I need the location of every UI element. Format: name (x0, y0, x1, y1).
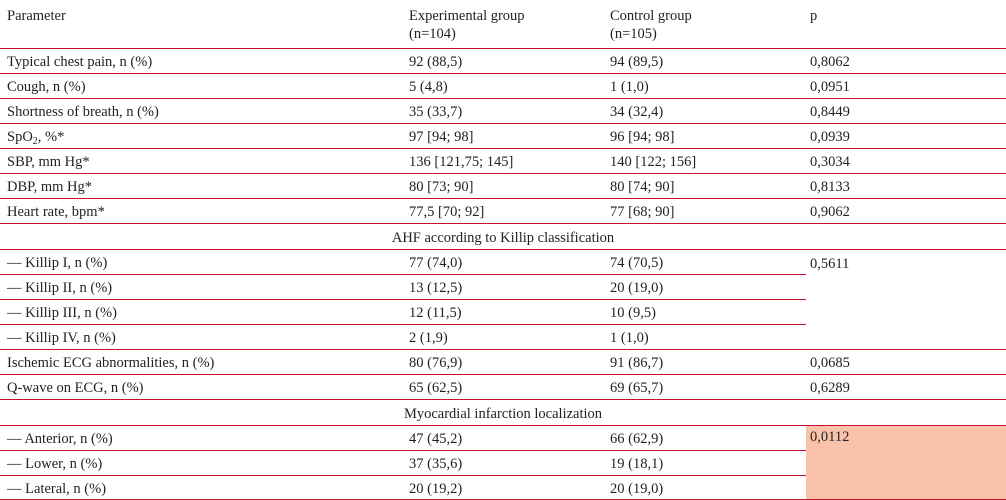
table-row: DBP, mm Hg* 80 [73; 90] 80 [74; 90] 0,81… (0, 173, 1006, 199)
row-experimental: 80 (76,9) (409, 355, 463, 371)
merged-cell-mask (806, 475, 1006, 476)
row-parameter: — Anterior, n (%) (7, 431, 113, 447)
table-row: Shortness of breath, n (%) 35 (33,7) 34 … (0, 98, 1006, 124)
row-parameter: Shortness of breath, n (%) (7, 104, 159, 120)
row-parameter: Q-wave on ECG, n (%) (7, 380, 144, 396)
table-row: — Killip II, n (%) 13 (12,5) 20 (19,0) (0, 274, 1006, 300)
table-header-row: Parameter Experimental group (n=104) Con… (0, 0, 1006, 48)
row-control: 19 (18,1) (610, 456, 664, 472)
header-parameter: Parameter (7, 8, 66, 24)
row-experimental: 2 (1,9) (409, 330, 448, 346)
table-row: — Killip III, n (%) 12 (11,5) 10 (9,5) (0, 299, 1006, 325)
table-row: Q-wave on ECG, n (%) 65 (62,5) 69 (65,7)… (0, 374, 1006, 400)
row-experimental: 47 (45,2) (409, 431, 463, 447)
section-title-killip: AHF according to Killip classification (391, 230, 615, 246)
row-control: 1 (1,0) (610, 79, 649, 95)
table-row: SpO2, %* 97 [94; 98] 96 [94; 98] 0,0939 (0, 123, 1006, 149)
section-title-mi: Myocardial infarction localization (403, 406, 603, 422)
merged-cell-mask (806, 450, 1006, 451)
header-experimental-n: (n=104) (409, 26, 456, 42)
row-p: 0,6289 (810, 380, 850, 396)
row-parameter: — Killip III, n (%) (7, 305, 117, 321)
row-p: 0,8449 (810, 104, 850, 120)
spo2-unit: , %* (37, 129, 65, 145)
table-row: SBP, mm Hg* 136 [121,75; 145] 140 [122; … (0, 148, 1006, 174)
spo2-subscript: 2 (32, 136, 38, 147)
row-p: 0,0685 (810, 355, 850, 371)
row-experimental: 77 (74,0) (409, 255, 463, 271)
row-parameter: SpO2, %* (7, 128, 65, 147)
row-experimental: 65 (62,5) (409, 380, 463, 396)
table-row: — Lower, n (%) 37 (35,6) 19 (18,1) (0, 450, 1006, 476)
row-p: 0,3034 (810, 154, 850, 170)
row-control: 80 [74; 90] (610, 179, 675, 195)
row-experimental: 20 (19,2) (409, 481, 463, 497)
row-experimental: 13 (12,5) (409, 280, 463, 296)
table-row: — Anterior, n (%) 47 (45,2) 66 (62,9) (0, 425, 1006, 451)
row-experimental: 92 (88,5) (409, 54, 463, 70)
row-experimental: 80 [73; 90] (409, 179, 474, 195)
row-control: 94 (89,5) (610, 54, 664, 70)
row-parameter: — Lateral, n (%) (7, 481, 107, 497)
row-parameter: — Killip IV, n (%) (7, 330, 116, 346)
row-p: 0,9062 (810, 204, 850, 220)
row-control: 140 [122; 156] (610, 154, 697, 170)
row-experimental: 12 (11,5) (409, 305, 462, 321)
merged-cell-mask (806, 274, 1006, 275)
header-p: p (810, 8, 818, 24)
row-control: 10 (9,5) (610, 305, 656, 321)
row-control: 20 (19,0) (610, 481, 664, 497)
row-parameter: — Lower, n (%) (7, 456, 103, 472)
spo2-label: SpO (7, 129, 33, 145)
table-row: Cough, n (%) 5 (4,8) 1 (1,0) 0,0951 (0, 73, 1006, 99)
header-control-n: (n=105) (610, 26, 657, 42)
row-control: 20 (19,0) (610, 280, 664, 296)
table-row: Ischemic ECG abnormalities, n (%) 80 (76… (0, 349, 1006, 375)
table-row: — Killip I, n (%) 77 (74,0) 74 (70,5) (0, 249, 1006, 275)
row-control: 91 (86,7) (610, 355, 664, 371)
row-experimental: 37 (35,6) (409, 456, 463, 472)
row-experimental: 97 [94; 98] (409, 129, 474, 145)
row-experimental: 136 [121,75; 145] (409, 154, 514, 170)
row-parameter: DBP, mm Hg* (7, 179, 93, 195)
header-experimental: Experimental group (409, 8, 525, 24)
table-row: — Killip IV, n (%) 2 (1,9) 1 (1,0) (0, 324, 1006, 350)
merged-cell-mask (806, 299, 1006, 300)
mi-p-value: 0,0112 (810, 429, 850, 445)
row-parameter: Cough, n (%) (7, 79, 86, 95)
row-p: 0,8062 (810, 54, 850, 70)
row-experimental: 5 (4,8) (409, 79, 448, 95)
row-experimental: 77,5 [70; 92] (409, 204, 485, 220)
row-parameter: Ischemic ECG abnormalities, n (%) (7, 355, 215, 371)
table-row: Typical chest pain, n (%) 92 (88,5) 94 (… (0, 48, 1006, 74)
section-header-row: Myocardial infarction localization (0, 399, 1006, 426)
row-parameter: SBP, mm Hg* (7, 154, 90, 170)
row-control: 34 (32,4) (610, 104, 664, 120)
table-row: Heart rate, bpm* 77,5 [70; 92] 77 [68; 9… (0, 198, 1006, 224)
highlighted-p-cell (806, 425, 1006, 500)
row-p: 0,0951 (810, 79, 850, 95)
row-parameter: Heart rate, bpm* (7, 204, 105, 220)
row-control: 77 [68; 90] (610, 204, 675, 220)
row-control: 1 (1,0) (610, 330, 649, 346)
row-control: 66 (62,9) (610, 431, 664, 447)
row-control: 74 (70,5) (610, 255, 664, 271)
table-row: — Lateral, n (%) 20 (19,2) 20 (19,0) (0, 475, 1006, 500)
row-parameter: — Killip II, n (%) (7, 280, 113, 296)
section-header-row: AHF according to Killip classification (0, 223, 1006, 250)
row-p: 0,8133 (810, 179, 850, 195)
row-control: 96 [94; 98] (610, 129, 675, 145)
row-p: 0,0939 (810, 129, 850, 145)
row-parameter: — Killip I, n (%) (7, 255, 108, 271)
header-control: Control group (610, 8, 692, 24)
row-control: 69 (65,7) (610, 380, 664, 396)
killip-p-value: 0,5611 (810, 256, 850, 272)
row-parameter: Typical chest pain, n (%) (7, 54, 153, 70)
row-experimental: 35 (33,7) (409, 104, 463, 120)
merged-cell-mask (806, 324, 1006, 325)
